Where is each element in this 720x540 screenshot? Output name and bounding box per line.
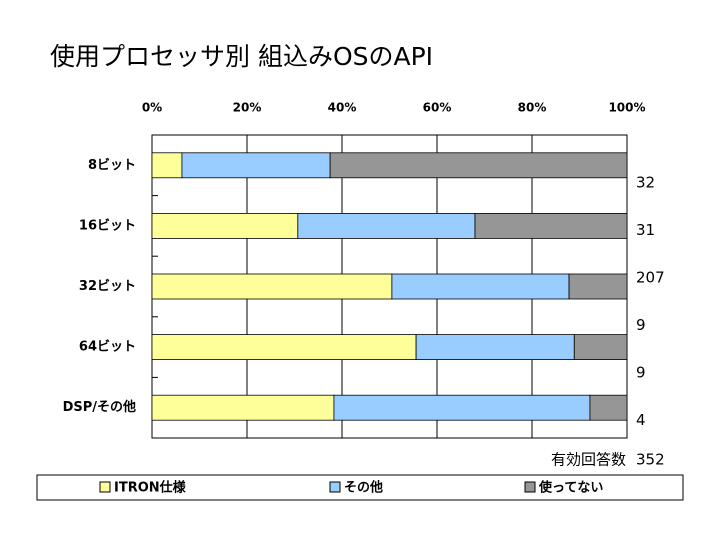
bar-segment bbox=[415, 334, 575, 361]
legend-swatch bbox=[99, 481, 111, 493]
bar-segment bbox=[151, 394, 335, 421]
bar-segment bbox=[181, 152, 331, 179]
legend-label: ITRON仕様 bbox=[114, 480, 187, 496]
count-label: 9 bbox=[636, 316, 646, 334]
y-tick-label: 8ビット bbox=[88, 157, 136, 173]
bar-segment bbox=[151, 334, 417, 361]
legend-swatch bbox=[329, 481, 341, 493]
bar-segment bbox=[151, 152, 183, 179]
total-value: 352 bbox=[636, 451, 665, 469]
x-tick-label: 80% bbox=[518, 101, 547, 115]
total-label: 有効回答数 bbox=[551, 451, 626, 469]
x-tick-label: 0% bbox=[142, 101, 162, 115]
x-tick-label: 60% bbox=[423, 101, 452, 115]
legend-label: 使ってない bbox=[538, 480, 603, 496]
y-tick-label: 32ビット bbox=[79, 278, 136, 294]
count-label: 9 bbox=[636, 364, 646, 382]
count-label: 4 bbox=[636, 411, 646, 429]
legend-swatch bbox=[524, 481, 536, 493]
y-tick-label: 64ビット bbox=[79, 339, 136, 355]
count-label: 32 bbox=[636, 174, 655, 192]
legend-box bbox=[36, 474, 684, 501]
bar-segment bbox=[151, 212, 299, 239]
x-tick-label: 100% bbox=[608, 101, 645, 115]
x-tick-label: 20% bbox=[233, 101, 262, 115]
legend-label: その他 bbox=[344, 480, 383, 496]
y-tick-label: 16ビット bbox=[79, 217, 136, 233]
count-label: 207 bbox=[636, 269, 665, 287]
bar-segment bbox=[333, 394, 591, 421]
bar-segment bbox=[297, 212, 476, 239]
bar-segment bbox=[573, 334, 628, 361]
bar-segment bbox=[589, 394, 628, 421]
bar-segment bbox=[329, 152, 628, 179]
count-label: 31 bbox=[636, 221, 655, 239]
bar-segment bbox=[474, 212, 628, 239]
x-tick-label: 40% bbox=[328, 101, 357, 115]
chart-title: 使用プロセッサ別 組込みOSのAPI bbox=[50, 42, 433, 71]
bar-segment bbox=[568, 273, 628, 300]
bar-segment bbox=[151, 273, 393, 300]
bar-segment bbox=[391, 273, 570, 300]
y-tick-label: DSP/その他 bbox=[63, 399, 136, 415]
